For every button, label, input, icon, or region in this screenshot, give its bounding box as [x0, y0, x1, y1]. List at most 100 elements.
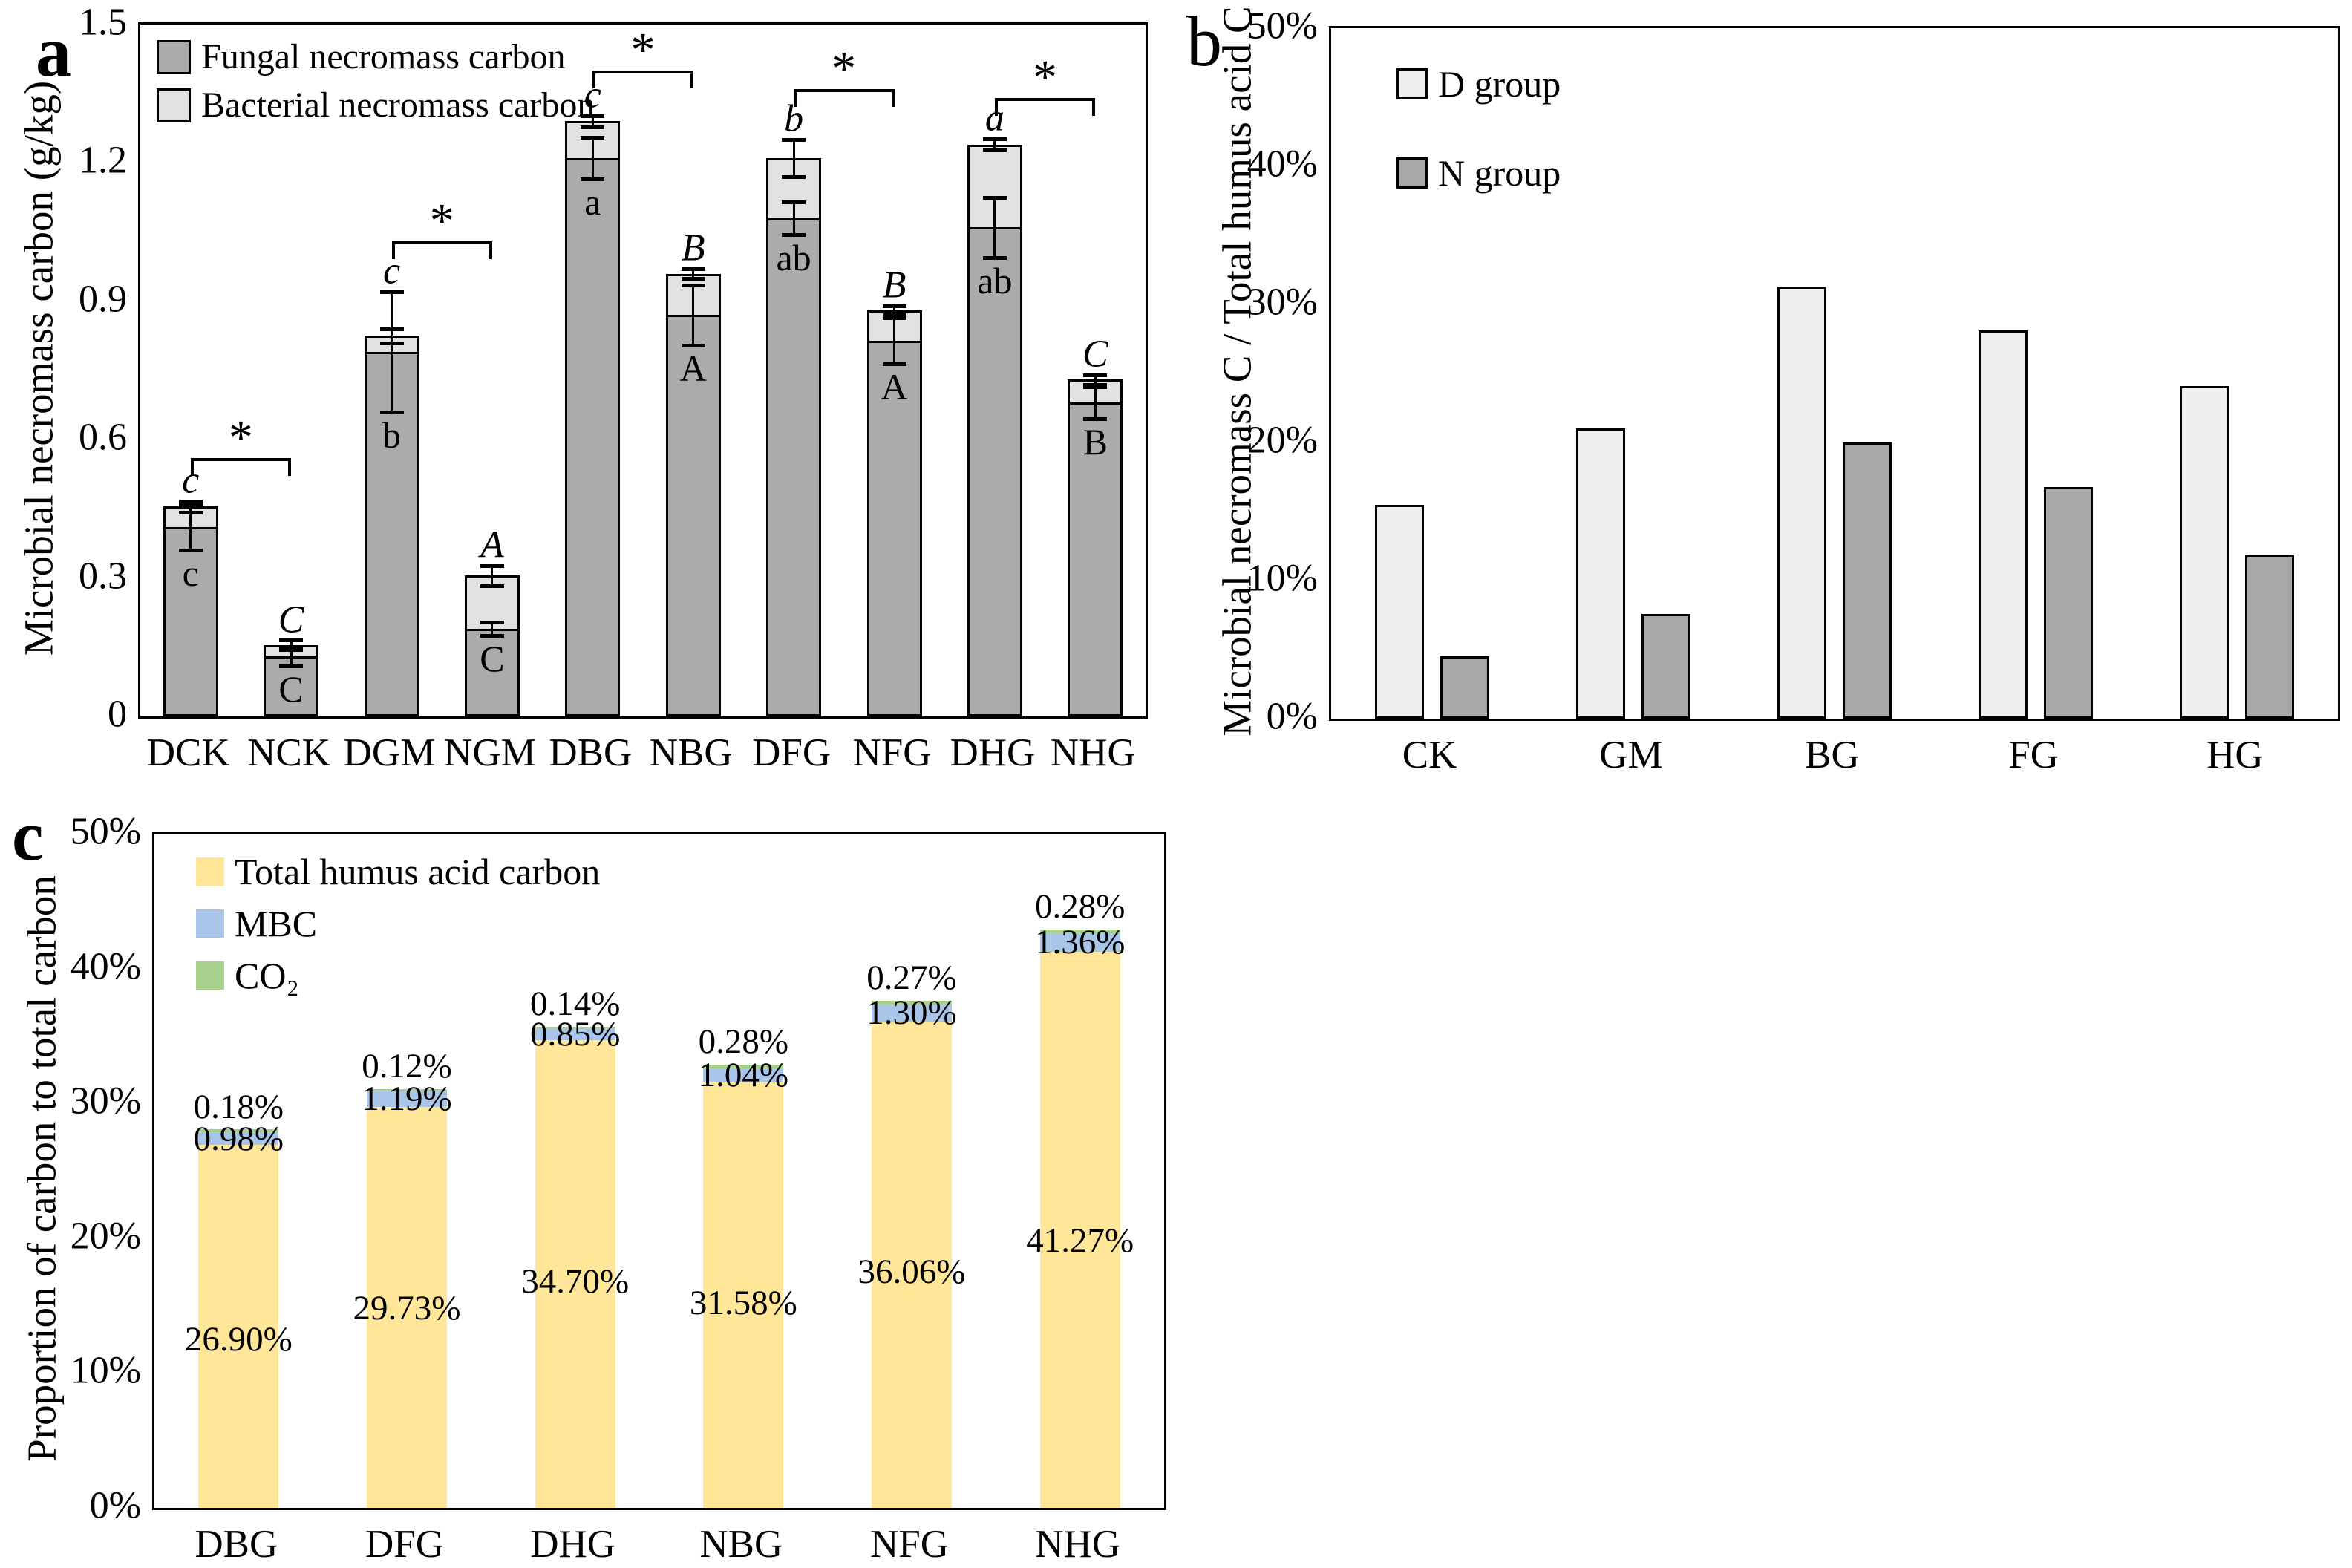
x-tick-label: DGM	[343, 731, 436, 774]
bar-fungal-DBG	[565, 158, 621, 716]
legend-swatch-icon	[157, 88, 191, 122]
error-bar-line	[792, 140, 795, 177]
mbc-value-label: 1.30%	[866, 993, 957, 1033]
error-bar-cap	[379, 290, 404, 295]
significance-letter-above: c	[182, 459, 200, 502]
bar-fungal-NHG	[1068, 402, 1123, 716]
x-tick-label: NFG	[869, 1523, 950, 1566]
error-bar-cap	[982, 137, 1007, 142]
y-tick-label: 10%	[70, 1349, 141, 1392]
error-bar-cap	[1083, 382, 1108, 387]
significance-bracket	[994, 98, 1096, 102]
bar-co2-DBG	[198, 1129, 279, 1132]
error-bar-line	[391, 292, 393, 412]
error-bar-cap	[882, 313, 906, 318]
error-bar-line	[993, 139, 996, 150]
error-bar-cap	[681, 276, 705, 281]
bar-Dgroup-HG	[2180, 385, 2230, 719]
error-bar-cap	[681, 284, 705, 288]
humus-value-label: 36.06%	[858, 1252, 966, 1292]
co2-value-label: 0.18%	[193, 1087, 284, 1126]
bar-fungal-DHG	[967, 227, 1022, 716]
y-tick-label: 0.3	[79, 555, 127, 598]
bar-Ngroup-HG	[2245, 554, 2295, 719]
error-bar-cap	[178, 549, 203, 553]
error-bar-cap	[882, 304, 906, 308]
x-tick-label: DCK	[146, 731, 230, 774]
error-bar-cap	[1083, 373, 1108, 378]
significance-asterisk: *	[832, 41, 857, 96]
co2-value-label: 0.27%	[866, 958, 957, 997]
co2-value-label: 0.28%	[1034, 886, 1126, 926]
bar-Dgroup-BG	[1777, 286, 1826, 719]
x-tick-label: DFG	[365, 1523, 445, 1566]
error-bar-cap	[379, 341, 404, 345]
y-tick-label: 40%	[1247, 143, 1318, 186]
error-bar-cap	[379, 410, 404, 414]
significance-letter-inside: ab	[977, 259, 1013, 301]
legend: Fungal necromass carbon Bacterial necroma…	[157, 36, 595, 133]
legend: D group N group	[1396, 62, 1561, 241]
co2-value-label: 0.28%	[698, 1022, 789, 1061]
bar-Dgroup-FG	[1979, 330, 2028, 719]
bar-fungal-DCK	[163, 527, 218, 716]
x-tick-label: NHG	[1050, 731, 1136, 774]
legend-swatch-icon	[157, 39, 191, 74]
significance-bracket	[794, 88, 895, 92]
error-bar-line	[692, 269, 695, 278]
x-tick-label: HG	[2206, 734, 2264, 777]
x-tick-label: NCK	[247, 731, 331, 774]
error-bar-cap	[1083, 385, 1108, 389]
error-bar-cap	[882, 362, 906, 366]
significance-asterisk: *	[228, 411, 253, 466]
mbc-value-label: 1.19%	[362, 1079, 452, 1119]
error-bar-cap	[279, 664, 304, 668]
legend-row: D group	[1396, 62, 1561, 105]
x-tick-label: DFG	[752, 731, 832, 774]
bar-mbc-DFG	[367, 1091, 447, 1108]
error-bar-cap	[1083, 417, 1108, 422]
legend-row: Bacterial necromass carbon	[157, 85, 595, 125]
x-tick-label: NBG	[699, 1523, 783, 1566]
legend-item-label: Fungal necromass carbon	[201, 37, 566, 76]
bar-mbc-DBG	[198, 1131, 279, 1146]
y-tick-label: 0.6	[79, 416, 127, 459]
legend-item-label: N group	[1438, 152, 1561, 194]
error-bar-cap	[681, 343, 705, 347]
mbc-value-label: 0.85%	[529, 1015, 621, 1054]
legend-row: N group	[1396, 151, 1561, 195]
y-tick-label: 40%	[70, 945, 141, 988]
bar-mbc-NHG	[1039, 932, 1120, 952]
bar-humus-NHG	[1039, 951, 1120, 1508]
significance-letter-inside: A	[881, 365, 908, 408]
error-bar-cap	[581, 114, 605, 119]
error-bar-cap	[178, 510, 203, 514]
bracket-end-tick	[1092, 98, 1096, 117]
error-bar-cap	[379, 327, 404, 332]
x-tick-label: NBG	[649, 731, 733, 774]
y-tick-label: 0	[108, 693, 127, 736]
bar-mbc-NBG	[703, 1068, 784, 1082]
legend: Total humus acid carbon MBC CO₂	[196, 850, 600, 1006]
bar-Ngroup-CK	[1440, 656, 1489, 719]
error-bar-cap	[480, 584, 504, 589]
x-tick-label: GM	[1599, 734, 1663, 777]
significance-letter-above: C	[1082, 333, 1108, 376]
error-bar-line	[792, 202, 795, 235]
panel-b-y-axis-title: Microbial necromass C / Total humus acid…	[1214, 6, 1260, 736]
bracket-end-tick	[994, 98, 998, 117]
x-tick-label: NFG	[852, 731, 932, 774]
error-bar-cap	[882, 316, 906, 320]
error-bar-line	[1094, 375, 1097, 385]
bar-Ngroup-GM	[1641, 613, 1690, 719]
significance-letter-inside: A	[679, 347, 707, 389]
error-bar-cap	[581, 125, 605, 129]
error-bar-cap	[982, 255, 1007, 260]
legend-item-label: D group	[1438, 63, 1561, 105]
significance-letter-above: c	[382, 249, 401, 293]
y-tick-label: 30%	[1247, 281, 1318, 324]
significance-letter-inside: ab	[776, 236, 811, 278]
bracket-end-tick	[592, 71, 596, 89]
significance-letter-above: c	[584, 74, 601, 117]
